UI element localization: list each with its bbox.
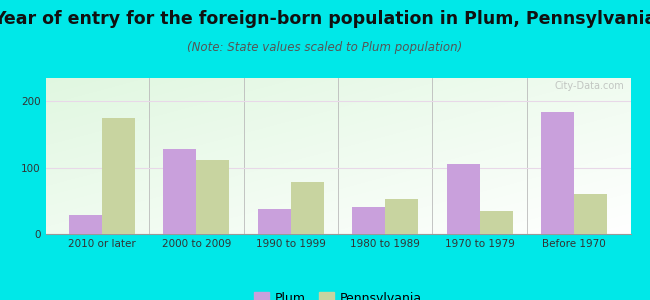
Text: City-Data.com: City-Data.com: [555, 81, 625, 91]
Bar: [541, 112, 574, 234]
Bar: [102, 118, 135, 234]
Legend: Plum, Pennsylvania: Plum, Pennsylvania: [249, 287, 427, 300]
Text: (Note: State values scaled to Plum population): (Note: State values scaled to Plum popul…: [187, 40, 463, 53]
Bar: [385, 200, 418, 234]
Bar: [574, 194, 607, 234]
Bar: [196, 160, 229, 234]
Bar: [291, 182, 324, 234]
Bar: [163, 149, 196, 234]
Bar: [258, 209, 291, 234]
Text: Year of entry for the foreign-born population in Plum, Pennsylvania: Year of entry for the foreign-born popul…: [0, 11, 650, 28]
Bar: [352, 207, 385, 234]
Bar: [69, 215, 102, 234]
Bar: [447, 164, 480, 234]
Bar: [480, 211, 513, 234]
